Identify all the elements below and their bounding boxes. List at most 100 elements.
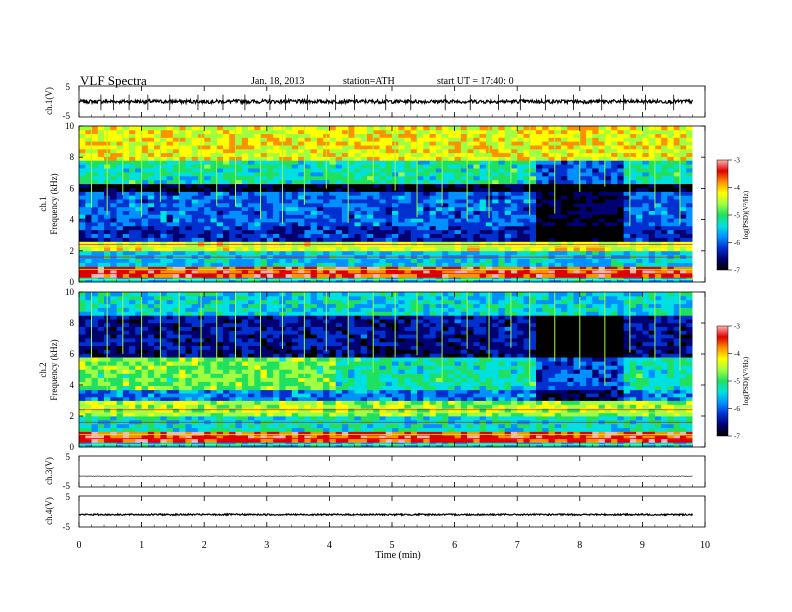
spectrogram-cell	[204, 145, 211, 149]
spectrogram-cell	[173, 184, 180, 188]
spectrogram-cell	[574, 130, 581, 134]
spectrogram-cell	[530, 160, 537, 164]
spectrogram-cell	[386, 207, 393, 211]
spectrogram-cell	[211, 238, 218, 242]
spectrogram-cell	[667, 188, 674, 192]
spectrogram-cell	[524, 222, 531, 226]
spectrogram-cell	[123, 126, 130, 130]
spectrogram-cell	[154, 195, 161, 199]
spectrogram-cell	[624, 230, 631, 234]
spectrogram-cell	[667, 149, 674, 153]
spectrogram-cell	[279, 428, 286, 432]
spectrogram-cell	[242, 211, 249, 215]
spectrogram-cell	[342, 230, 349, 234]
spectrogram-cell	[448, 137, 455, 141]
spectrogram-cell	[536, 195, 543, 199]
spectrogram-cell	[154, 180, 161, 184]
spectrogram-cell	[179, 126, 186, 130]
spectrogram-cell	[342, 149, 349, 153]
spectrogram-cell	[229, 192, 236, 196]
spectrogram-cell	[298, 274, 305, 278]
freq-tick-label: 10	[65, 121, 75, 131]
spectrogram-cell	[192, 214, 199, 218]
spectrogram-cell	[442, 263, 449, 267]
spectrogram-cell	[505, 176, 512, 180]
spectrogram-cell	[642, 153, 649, 157]
spectrogram-cell	[198, 274, 205, 278]
spectrogram-cell	[511, 126, 518, 130]
spectrogram-cell	[117, 126, 124, 130]
spectrogram-cell	[129, 137, 136, 141]
spectrogram-cell	[354, 180, 361, 184]
spectrogram-cell	[123, 424, 130, 428]
spectrogram-cell	[311, 238, 318, 242]
spectrogram-cell	[511, 259, 518, 263]
spectrogram-cell	[630, 230, 637, 234]
spectrogram-cell	[298, 126, 305, 130]
freq-tick-label: 0	[70, 277, 75, 287]
spectrogram-cell	[217, 246, 224, 251]
spectrogram-cell	[292, 141, 299, 145]
spectrogram-cell	[154, 149, 161, 153]
spectrogram-cell	[430, 238, 437, 242]
spectrogram-cell	[348, 246, 355, 251]
spectrogram-cell	[354, 241, 361, 246]
spectrogram-cell	[636, 238, 643, 242]
spectrogram-cell	[411, 259, 418, 263]
spectrogram-cell	[467, 157, 474, 161]
spectrogram-cell	[680, 274, 687, 278]
spectrogram-cell	[254, 130, 261, 134]
spectrogram-cell	[85, 195, 92, 199]
spectrogram-cell	[473, 424, 480, 428]
spectrogram-cell	[536, 246, 543, 251]
spectrogram-cell	[636, 134, 643, 138]
spectrogram-cell	[179, 251, 186, 255]
spectrogram-cell	[448, 153, 455, 157]
spectrogram-cell	[292, 130, 299, 134]
spectrogram-cell	[467, 246, 474, 251]
spectrogram-cell	[686, 126, 693, 130]
spectrogram-cell	[173, 211, 180, 215]
spectrogram-cell	[117, 184, 124, 188]
spectrogram-cell	[411, 195, 418, 199]
spectrogram-cell	[229, 153, 236, 157]
spectrogram-cell	[611, 241, 618, 246]
spectrogram-cell	[686, 238, 693, 242]
spectrogram-cell	[480, 259, 487, 263]
spectrogram-cell	[448, 130, 455, 134]
spectrogram-cell	[586, 211, 593, 215]
spectrogram-cell	[286, 130, 293, 134]
spectrogram-cell	[411, 416, 418, 420]
spectrogram-cell	[530, 211, 537, 215]
spectrogram-cell	[649, 230, 656, 234]
spectrogram-cell	[92, 234, 99, 238]
spectrogram-cell	[129, 130, 136, 134]
spectrogram-cell	[367, 263, 374, 267]
spectrogram-cell	[542, 145, 549, 149]
spectrogram-cell	[536, 241, 543, 246]
spectrogram-cell	[599, 168, 606, 172]
spectrogram-cell	[580, 195, 587, 199]
spectrogram-cell	[236, 246, 243, 251]
spectrogram-cell	[342, 274, 349, 278]
spectrogram-cell	[92, 251, 99, 255]
spectrogram-cell	[242, 168, 249, 172]
spectrogram-cell	[148, 439, 155, 443]
spectrogram-cell	[198, 199, 205, 203]
spectrogram-cell	[592, 160, 599, 164]
spectrogram-cell	[592, 238, 599, 242]
spectrogram-cell	[367, 259, 374, 263]
spectrogram-cell	[624, 428, 631, 432]
spectrogram-cell	[517, 211, 524, 215]
spectrogram-cell	[392, 241, 399, 246]
spectrogram-cell	[286, 145, 293, 149]
spectrogram-cell	[473, 164, 480, 168]
spectrogram-cell	[367, 274, 374, 278]
spectrogram-cell	[442, 192, 449, 196]
spectrogram-cell	[236, 207, 243, 211]
spectrogram-cell	[467, 222, 474, 226]
spectrogram-cell	[373, 141, 380, 145]
spectrogram-cell	[354, 416, 361, 420]
spectrogram-cell	[98, 218, 105, 222]
spectrogram-cell	[417, 160, 424, 164]
